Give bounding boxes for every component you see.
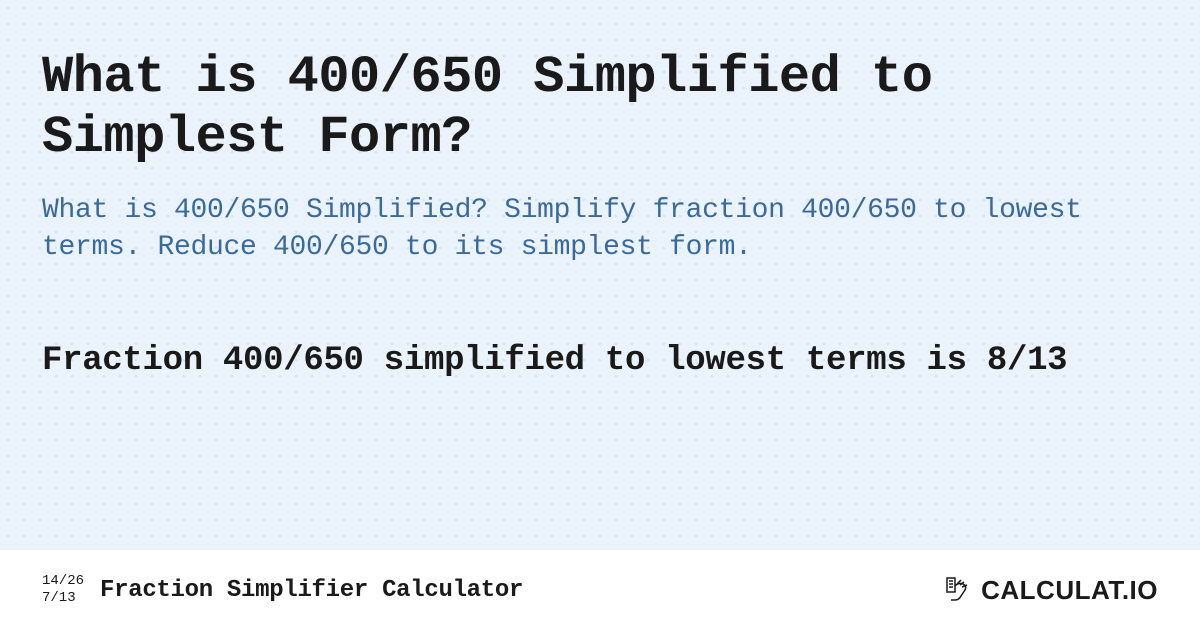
calculator-hand-icon [941, 574, 973, 606]
fraction-bottom: 7/13 [42, 591, 84, 606]
footer-title: Fraction Simplifier Calculator [100, 577, 523, 604]
fraction-icon: 14/26 7/13 [42, 574, 84, 606]
main-content: What is 400/650 Simplified to Simplest F… [0, 0, 1200, 383]
footer-bar: 14/26 7/13 Fraction Simplifier Calculato… [0, 550, 1200, 630]
answer-text: Fraction 400/650 simplified to lowest te… [42, 339, 1158, 383]
description-text: What is 400/650 Simplified? Simplify fra… [42, 192, 1158, 268]
page-heading: What is 400/650 Simplified to Simplest F… [42, 48, 1158, 168]
fraction-top: 14/26 [42, 574, 84, 590]
logo-text: CALCULAT.IO [981, 575, 1158, 606]
footer-left: 14/26 7/13 Fraction Simplifier Calculato… [42, 574, 523, 606]
footer-right: CALCULAT.IO [941, 574, 1158, 606]
